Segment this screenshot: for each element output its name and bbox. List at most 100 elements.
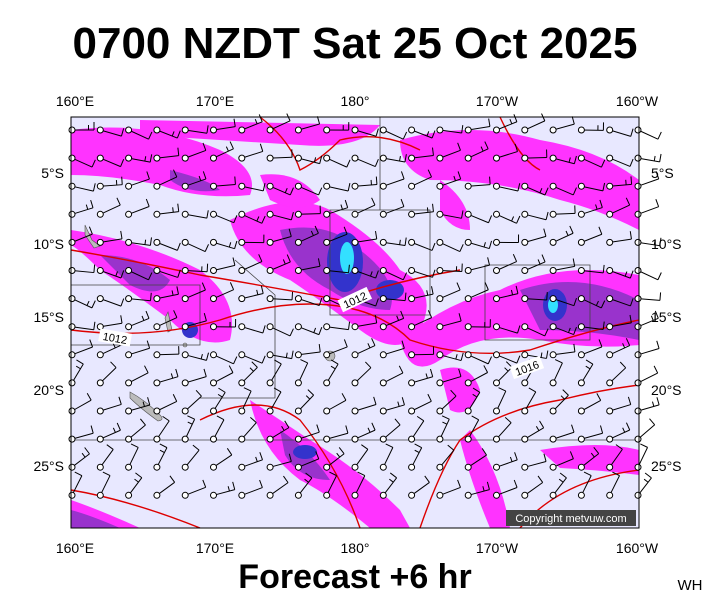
wind-barb-part bbox=[637, 347, 660, 356]
wind-barb-part bbox=[514, 452, 518, 461]
wind-barb-part bbox=[93, 264, 96, 273]
wind-barb-part bbox=[92, 183, 96, 192]
wind-barb-part bbox=[439, 449, 455, 468]
wind-barb-part bbox=[568, 157, 571, 163]
wind-barb-part bbox=[436, 238, 444, 246]
wind-barb-part bbox=[314, 225, 319, 234]
wind-barb-part bbox=[498, 387, 507, 392]
wind-barb-part bbox=[634, 182, 642, 190]
wind-barb-part bbox=[90, 200, 94, 208]
wind-barb-part bbox=[411, 482, 430, 496]
wind-barb-part bbox=[581, 346, 603, 356]
wind-barb-part bbox=[464, 154, 472, 162]
wind-barb-part bbox=[115, 271, 118, 277]
wind-barb-part bbox=[593, 447, 600, 454]
wind-barb-part bbox=[383, 372, 404, 384]
wind-barb-part bbox=[517, 325, 521, 334]
wind-barb-part bbox=[326, 326, 349, 331]
wind-barb-part bbox=[458, 313, 462, 322]
wind-barb-part bbox=[96, 491, 104, 499]
wind-barb-part bbox=[464, 267, 472, 274]
wind-barb-part bbox=[431, 286, 434, 295]
wind-barb-part bbox=[354, 449, 369, 468]
wind-barb-part bbox=[379, 463, 387, 471]
wind-barb-part bbox=[206, 210, 209, 219]
wind-barb-part bbox=[549, 491, 557, 499]
wind-barb-part bbox=[300, 359, 308, 364]
wind-barb-part bbox=[318, 297, 323, 306]
lat-label: 20°S bbox=[33, 382, 64, 398]
wind-barb-part bbox=[298, 458, 319, 468]
wind-barb-part bbox=[634, 407, 642, 415]
wind-barb-part bbox=[573, 155, 577, 164]
lat-label: 15°S bbox=[651, 309, 682, 325]
wind-barb-part bbox=[310, 230, 314, 236]
wind-barb-part bbox=[489, 176, 491, 185]
wind-barb-part bbox=[402, 272, 408, 280]
wind-barb-part bbox=[228, 365, 234, 373]
wind-barb-part bbox=[120, 298, 125, 307]
credit: WH bbox=[678, 577, 703, 594]
wind-barb-part bbox=[198, 175, 202, 181]
wind-barb-part bbox=[323, 182, 331, 190]
wind-barb-part bbox=[68, 323, 76, 331]
wind-barb-part bbox=[354, 270, 376, 279]
wind-barb-part bbox=[120, 159, 125, 167]
wind-barb-part bbox=[643, 478, 649, 483]
wind-barb-part bbox=[606, 323, 614, 331]
wind-barb-part bbox=[156, 481, 175, 496]
wind-barb-part bbox=[657, 131, 662, 140]
wind-barb-part bbox=[439, 376, 462, 384]
wind-barb-part bbox=[269, 235, 292, 243]
wind-barb-part bbox=[656, 340, 660, 349]
wind-barb-part bbox=[210, 267, 217, 274]
wind-barb-part bbox=[71, 207, 94, 215]
wind-barb-part bbox=[233, 215, 238, 223]
wind-barb-part bbox=[85, 204, 89, 210]
wind-barb-part bbox=[441, 415, 450, 420]
wind-barb-part bbox=[96, 210, 104, 218]
wind-barb-part bbox=[622, 427, 626, 433]
wind-barb-part bbox=[379, 435, 387, 443]
wind-barb-part bbox=[177, 203, 180, 212]
wind-barb-part bbox=[524, 120, 546, 131]
wind-barb-part bbox=[552, 362, 563, 384]
wind-barb-part bbox=[88, 226, 93, 235]
wind-barb-part bbox=[432, 203, 434, 212]
wind-barb-part bbox=[238, 210, 246, 218]
wind-barb-part bbox=[116, 422, 121, 431]
wind-barb-part bbox=[125, 491, 133, 499]
wind-barb-part bbox=[367, 343, 371, 349]
lat-label: 10°S bbox=[33, 236, 64, 252]
wind-barb-part bbox=[153, 379, 161, 387]
wind-barb-part bbox=[549, 182, 557, 190]
wind-barb-part bbox=[521, 126, 529, 134]
wind-barb-part bbox=[210, 323, 217, 331]
wind-barb-part bbox=[125, 407, 133, 415]
wind-barb-part bbox=[323, 238, 331, 246]
wind-barb-part bbox=[468, 241, 490, 250]
wind-barb-part bbox=[348, 321, 351, 330]
wind-barb-part bbox=[560, 395, 565, 400]
wind-barb-part bbox=[382, 447, 394, 468]
wind-barb-part bbox=[427, 393, 432, 402]
wind-barb-part bbox=[637, 178, 659, 187]
wind-barb-part bbox=[549, 238, 557, 246]
wind-barb-part bbox=[181, 238, 189, 246]
wind-barb-part bbox=[330, 365, 336, 370]
wind-barb-part bbox=[606, 295, 614, 303]
lat-label: 5°S bbox=[41, 165, 64, 181]
wind-barb-part bbox=[427, 310, 433, 318]
wind-barb-part bbox=[241, 422, 257, 440]
wind-barb-part bbox=[213, 183, 236, 187]
wind-barb-part bbox=[521, 351, 529, 359]
wind-barb-part bbox=[383, 317, 404, 328]
wind-barb-part bbox=[90, 425, 94, 434]
wind-barb-part bbox=[659, 292, 662, 301]
wind-barb-part bbox=[581, 233, 603, 243]
wind-barb-part bbox=[615, 444, 623, 450]
wind-barb-part bbox=[71, 298, 93, 309]
wind-barb-part bbox=[203, 368, 207, 377]
wind-barb-part bbox=[549, 379, 557, 387]
wind-barb-part bbox=[323, 295, 331, 303]
